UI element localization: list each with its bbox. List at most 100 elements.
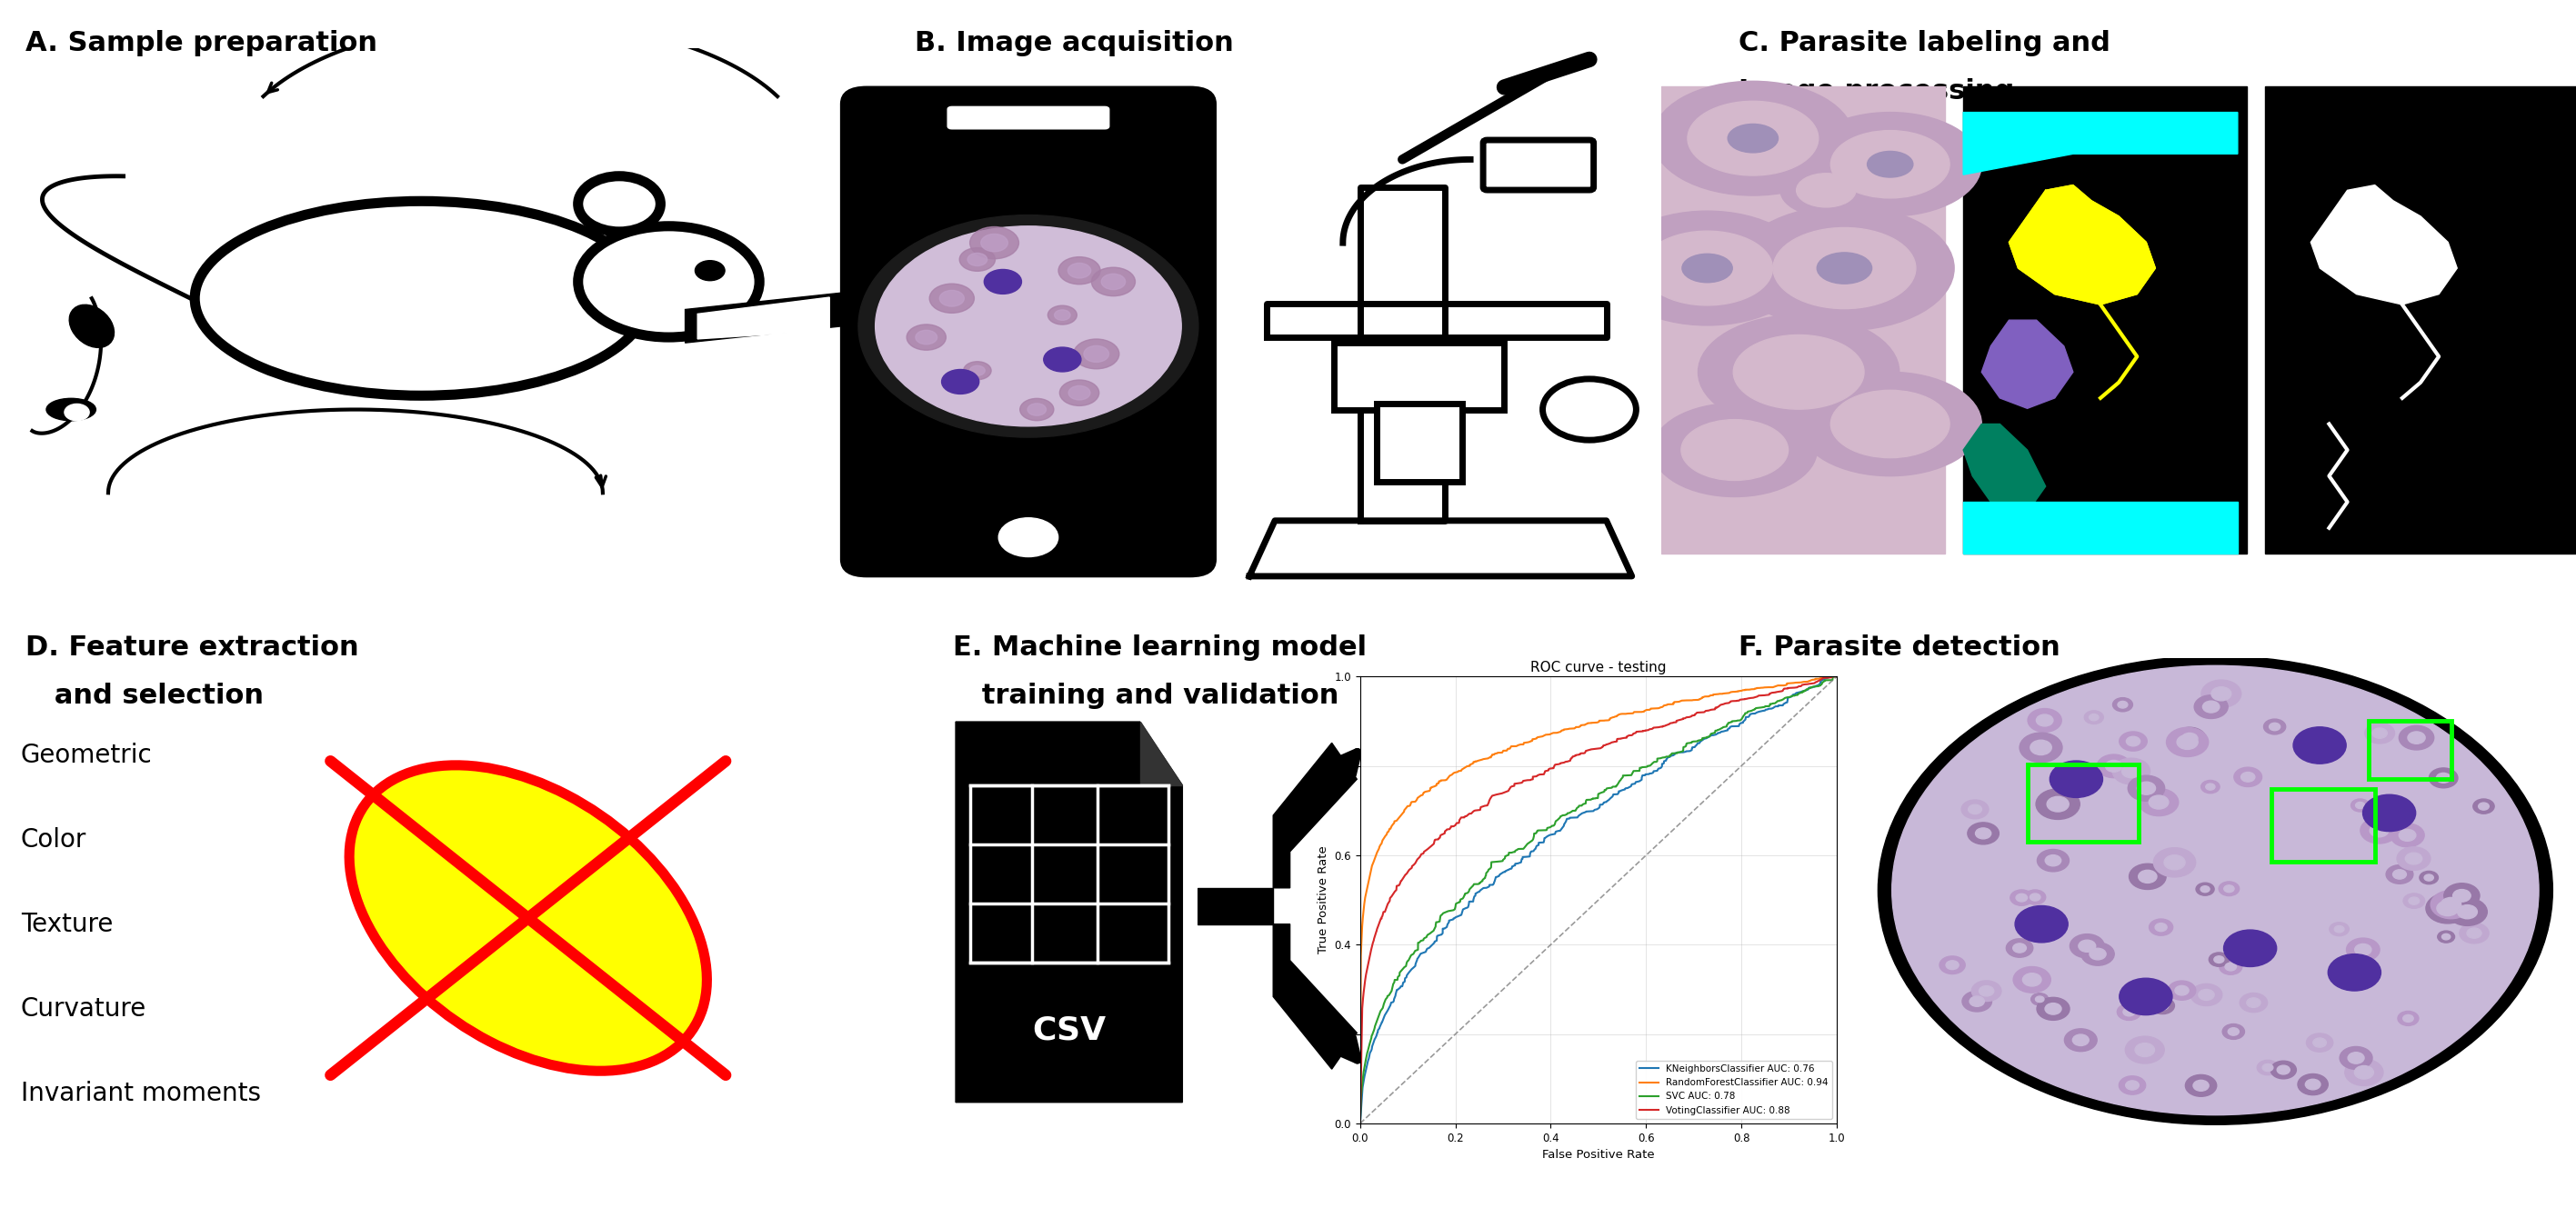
Line: VotingClassifier AUC: 0.88: VotingClassifier AUC: 0.88 — [1360, 676, 1837, 1123]
RandomForestClassifier AUC: 0.94: (0, 0): 0.94: (0, 0) — [1345, 1116, 1376, 1131]
Circle shape — [2398, 1011, 2419, 1026]
Circle shape — [2437, 931, 2455, 942]
SVC AUC: 0.78: (0.83, 0.929): 0.78: (0.83, 0.929) — [1741, 701, 1772, 715]
Circle shape — [1976, 827, 1991, 838]
FancyBboxPatch shape — [884, 140, 1172, 507]
Circle shape — [2156, 923, 2166, 931]
RandomForestClassifier AUC: 0.94: (0.634, 0.932): 0.94: (0.634, 0.932) — [1646, 699, 1677, 714]
Circle shape — [2017, 894, 2027, 901]
Circle shape — [2403, 894, 2424, 908]
VotingClassifier AUC: 0.88: (1, 1): 0.88: (1, 1) — [1821, 669, 1852, 684]
Circle shape — [2372, 728, 2388, 738]
Circle shape — [2473, 798, 2494, 814]
Circle shape — [2174, 986, 2190, 995]
Circle shape — [2169, 981, 2195, 1000]
Polygon shape — [1963, 424, 2045, 512]
Circle shape — [2442, 934, 2450, 940]
KNeighborsClassifier AUC: 0.76: (0.987, 1): 0.76: (0.987, 1) — [1816, 669, 1847, 684]
Circle shape — [1059, 257, 1100, 284]
VotingClassifier AUC: 0.88: (0.599, 0.879): 0.88: (0.599, 0.879) — [1631, 724, 1662, 738]
Circle shape — [858, 215, 1198, 437]
Polygon shape — [1273, 924, 1358, 1069]
Bar — [2367, 721, 2452, 779]
Text: Texture: Texture — [21, 911, 113, 937]
Circle shape — [2437, 901, 2458, 916]
Circle shape — [2117, 1004, 2141, 1021]
Text: Curvature: Curvature — [21, 995, 147, 1022]
Circle shape — [2123, 765, 2141, 778]
Bar — [2272, 789, 2375, 861]
FancyBboxPatch shape — [948, 106, 1110, 129]
Circle shape — [2038, 849, 2069, 872]
Circle shape — [876, 226, 1182, 426]
Circle shape — [2221, 959, 2241, 975]
Circle shape — [1960, 800, 1989, 819]
Polygon shape — [2311, 185, 2458, 304]
Circle shape — [1832, 390, 1950, 458]
Circle shape — [2329, 923, 2349, 936]
RandomForestClassifier AUC: 0.94: (0.99, 1): 0.94: (0.99, 1) — [1816, 669, 1847, 684]
Circle shape — [2200, 885, 2210, 893]
Circle shape — [1832, 130, 1950, 198]
Polygon shape — [1267, 304, 1607, 337]
Circle shape — [969, 366, 984, 376]
Bar — [969, 785, 1170, 963]
Circle shape — [2030, 894, 2040, 901]
Circle shape — [2048, 796, 2069, 812]
Circle shape — [2264, 719, 2285, 734]
Circle shape — [1043, 347, 1082, 372]
Circle shape — [696, 261, 724, 280]
Circle shape — [2148, 795, 2169, 809]
Circle shape — [2148, 919, 2174, 935]
Circle shape — [2445, 883, 2481, 908]
Circle shape — [2269, 1061, 2295, 1079]
Circle shape — [2195, 883, 2215, 895]
Circle shape — [914, 330, 938, 344]
Text: Geometric: Geometric — [21, 742, 152, 768]
Circle shape — [2035, 789, 2079, 819]
Circle shape — [2128, 776, 2164, 801]
Ellipse shape — [46, 399, 95, 420]
Circle shape — [2125, 1036, 2164, 1063]
SVC AUC: 0.78: (1, 1): 0.78: (1, 1) — [1821, 669, 1852, 684]
Title: ROC curve - testing: ROC curve - testing — [1530, 661, 1667, 674]
Circle shape — [2120, 732, 2146, 751]
Circle shape — [2478, 802, 2488, 811]
Circle shape — [2063, 1029, 2097, 1051]
FancyBboxPatch shape — [1484, 140, 1595, 190]
Circle shape — [963, 361, 992, 379]
KNeighborsClassifier AUC: 0.76: (0.633, 0.799): 0.76: (0.633, 0.799) — [1646, 759, 1677, 773]
Circle shape — [1772, 227, 1917, 309]
Circle shape — [2117, 701, 2128, 708]
Circle shape — [2138, 789, 2179, 815]
Circle shape — [2226, 963, 2236, 971]
Circle shape — [2130, 864, 2166, 889]
Circle shape — [2437, 773, 2450, 783]
VotingClassifier AUC: 0.88: (0.875, 0.965): 0.88: (0.875, 0.965) — [1762, 685, 1793, 699]
Circle shape — [1069, 385, 1090, 400]
Text: Color: Color — [21, 826, 88, 853]
Circle shape — [1543, 379, 1636, 440]
FancyBboxPatch shape — [1334, 343, 1504, 410]
Circle shape — [2184, 1075, 2215, 1097]
Circle shape — [2205, 784, 2215, 790]
Circle shape — [2298, 1074, 2329, 1094]
Circle shape — [1028, 403, 1046, 416]
Circle shape — [2022, 911, 2043, 925]
Circle shape — [2365, 722, 2396, 743]
Circle shape — [958, 248, 994, 271]
Circle shape — [1978, 986, 1994, 997]
Ellipse shape — [577, 226, 760, 337]
Circle shape — [2166, 727, 2208, 756]
Text: training and validation: training and validation — [953, 683, 1340, 709]
Circle shape — [2202, 680, 2241, 708]
Circle shape — [984, 269, 1023, 294]
Circle shape — [2210, 953, 2228, 966]
Circle shape — [2202, 701, 2221, 713]
Circle shape — [2079, 940, 2097, 952]
Circle shape — [2354, 1065, 2372, 1079]
Circle shape — [1968, 823, 1999, 844]
Circle shape — [1607, 211, 1808, 325]
KNeighborsClassifier AUC: 0.76: (0, 0): 0.76: (0, 0) — [1345, 1116, 1376, 1131]
Circle shape — [2112, 759, 2151, 784]
